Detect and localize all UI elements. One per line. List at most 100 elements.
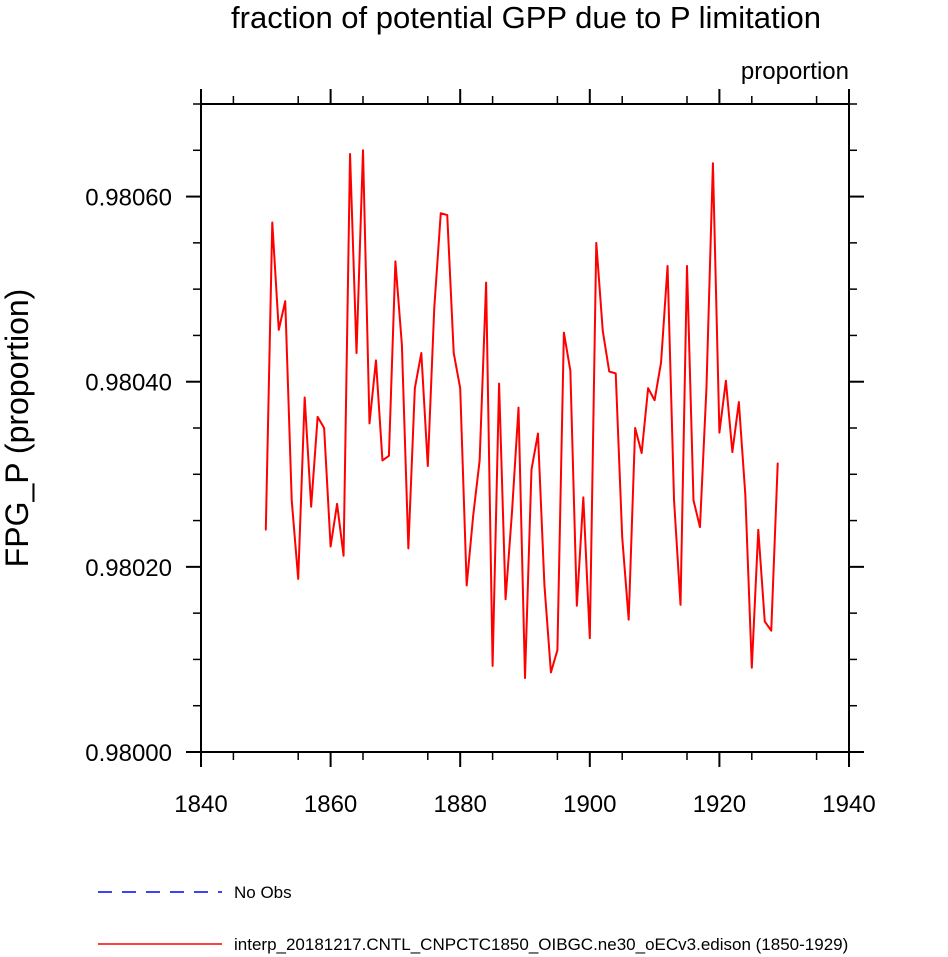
data-point [381, 459, 384, 462]
data-point [310, 505, 312, 508]
data-point [537, 432, 539, 435]
chart-title: fraction of potential GPP due to P limit… [231, 0, 821, 35]
data-point [763, 620, 766, 623]
data-point [284, 300, 287, 302]
data-point [692, 499, 695, 502]
data-point [504, 598, 507, 601]
data-point [297, 578, 300, 580]
data-point [705, 387, 708, 389]
legend: No Obs interp_20181217.CNTL_CNPCTC1850_O… [98, 883, 848, 954]
data-point [478, 459, 481, 462]
data-point [303, 396, 306, 399]
data-point [485, 281, 487, 284]
x-tick-label: 1900 [563, 791, 616, 818]
data-point [420, 352, 423, 354]
y-tick-label: 0.98060 [85, 185, 172, 212]
data-point [744, 493, 747, 496]
data-point [712, 162, 714, 165]
data-point [608, 370, 611, 373]
y-tick-label: 0.98040 [85, 370, 172, 397]
data-point [407, 547, 410, 550]
axis-ticks [186, 89, 864, 767]
data-point [427, 465, 429, 467]
data-point [614, 372, 617, 375]
data-point [699, 526, 701, 528]
data-point [757, 529, 760, 531]
y-tick-label: 0.98020 [85, 555, 172, 582]
data-point [316, 416, 319, 418]
x-tick-label: 1860 [304, 791, 357, 818]
data-point [336, 503, 338, 505]
units-label: proportion [741, 58, 849, 85]
data-point [388, 454, 390, 457]
data-point [517, 406, 520, 409]
legend-label-model: interp_20181217.CNTL_CNPCTC1850_OIBGC.ne… [234, 935, 848, 954]
data-point [582, 496, 585, 499]
data-point [362, 149, 364, 152]
data-point [375, 359, 377, 362]
data-point [640, 452, 643, 454]
legend-label-no-obs: No Obs [234, 883, 292, 902]
data-point [446, 214, 449, 216]
data-point [271, 221, 274, 224]
data-point [524, 677, 526, 679]
data-point [342, 554, 345, 557]
data-point [349, 153, 351, 155]
x-tick-labels: 1840 1860 1880 1900 1920 1940 [174, 791, 875, 818]
data-point [323, 427, 325, 429]
x-tick-label: 1840 [174, 791, 227, 818]
data-point [569, 369, 572, 372]
data-point [511, 510, 513, 513]
data-point [627, 618, 630, 621]
data-point [550, 671, 552, 674]
data-point [472, 515, 474, 517]
data-point [738, 401, 740, 403]
data-point [498, 382, 500, 385]
data-point [686, 265, 688, 267]
data-point [666, 265, 669, 267]
data-point [491, 665, 494, 667]
data-point [751, 666, 753, 669]
data-point [452, 352, 455, 354]
data-point [673, 499, 675, 502]
series-points [265, 149, 779, 679]
data-point [595, 242, 598, 244]
data-point [433, 306, 436, 309]
data-point [556, 649, 559, 651]
data-point [621, 536, 623, 539]
data-point [679, 604, 682, 606]
x-tick-label: 1940 [822, 791, 875, 818]
data-point [731, 451, 734, 453]
data-point [601, 330, 604, 332]
data-point [277, 329, 280, 331]
y-axis-label: FPG_P (proportion) [0, 289, 35, 568]
data-point [660, 361, 662, 364]
data-point [290, 499, 293, 502]
data-point [634, 427, 636, 429]
data-point [653, 399, 656, 402]
data-point [647, 387, 649, 389]
data-point [355, 352, 358, 354]
data-point [329, 545, 332, 548]
data-point [414, 387, 416, 389]
data-point [718, 431, 721, 434]
data-point [530, 468, 533, 471]
data-point [465, 584, 468, 587]
x-tick-label: 1920 [693, 791, 746, 818]
data-point [563, 331, 565, 334]
y-tick-labels: 0.98000 0.98020 0.98040 0.98060 [85, 185, 172, 767]
data-point [589, 637, 591, 639]
data-point [459, 387, 462, 389]
data-point [776, 462, 779, 464]
data-point [725, 379, 727, 382]
y-tick-label: 0.98000 [85, 740, 172, 767]
data-point [265, 529, 267, 531]
x-tick-label: 1880 [434, 791, 487, 818]
data-point [770, 629, 773, 632]
data-point [401, 343, 403, 346]
series-line [264, 149, 779, 679]
data-point [368, 422, 371, 425]
data-point [439, 212, 442, 215]
data-point [543, 584, 546, 587]
